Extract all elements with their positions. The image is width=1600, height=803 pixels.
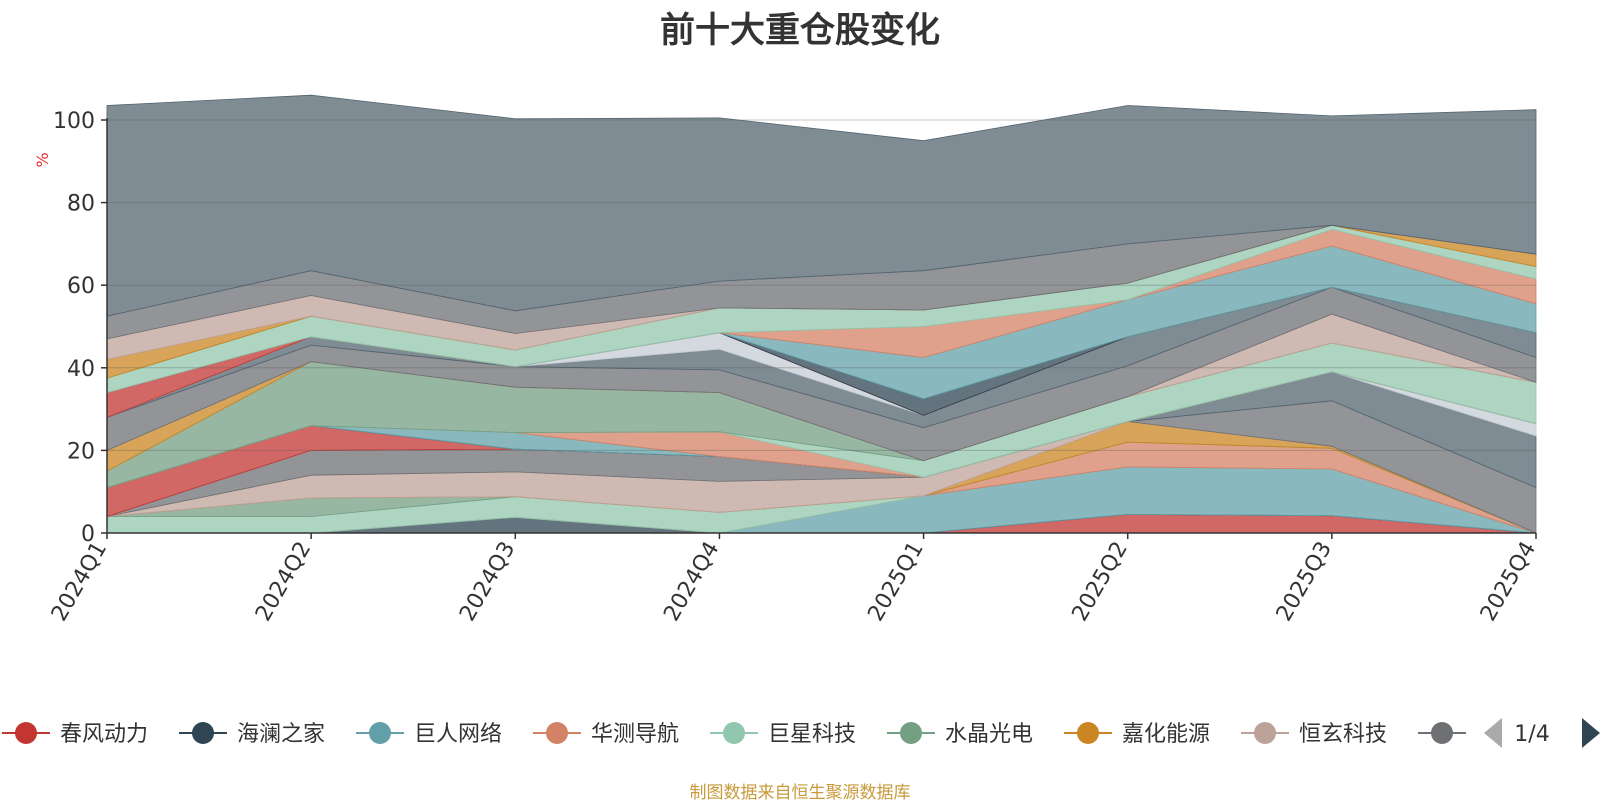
legend-label: 嘉化能源 (1122, 722, 1210, 747)
legend-item[interactable]: 华测导航 (533, 722, 679, 747)
legend-item[interactable]: 恒玄科技 (1241, 722, 1387, 747)
data-source-note: 制图数据来自恒生聚源数据库 (689, 783, 911, 803)
chart-title: 前十大重仓股变化 (659, 11, 940, 51)
legend-item[interactable] (1418, 722, 1466, 744)
legend-item[interactable]: 海澜之家 (179, 722, 325, 747)
legend-marker (192, 722, 214, 744)
grid-lines (107, 119, 1536, 451)
legend-label: 巨人网络 (414, 722, 502, 747)
x-tick-label: 2025Q3 (1272, 538, 1337, 626)
legend-label: 春风动力 (60, 722, 148, 747)
triangle-right-icon[interactable] (1582, 718, 1600, 748)
y-tick-label: 100 (53, 109, 95, 134)
legend-label: 海澜之家 (237, 722, 325, 747)
legend-items: 春风动力 海澜之家 巨人网络 华测导航 巨星科技 水晶光电 嘉化能源 恒玄科技 (2, 722, 1466, 747)
legend: 春风动力 海澜之家 巨人网络 华测导航 巨星科技 水晶光电 嘉化能源 恒玄科技 1/4 (2, 718, 1600, 748)
legend-marker (1254, 722, 1276, 744)
x-tick-label: 2024Q4 (659, 538, 724, 626)
legend-page-indicator: 1/4 (1514, 722, 1549, 747)
legend-marker (723, 722, 745, 744)
legend-marker (1077, 722, 1099, 744)
y-tick-label: 40 (67, 357, 95, 382)
legend-marker (900, 722, 922, 744)
legend-item[interactable]: 嘉化能源 (1064, 722, 1210, 747)
legend-item[interactable]: 水晶光电 (887, 722, 1033, 747)
legend-marker (15, 722, 37, 744)
triangle-left-icon[interactable] (1484, 718, 1502, 748)
legend-label: 恒玄科技 (1299, 722, 1387, 747)
x-tick-label: 2024Q1 (47, 538, 112, 626)
legend-label: 巨星科技 (768, 722, 856, 747)
x-tick-label: 2025Q2 (1068, 538, 1133, 626)
legend-marker (369, 722, 391, 744)
legend-marker (546, 722, 568, 744)
legend-marker (1431, 722, 1453, 744)
area-layers (106, 94, 1537, 534)
legend-item[interactable]: 巨星科技 (710, 722, 856, 747)
area-layer-22 (106, 94, 1537, 317)
legend-item[interactable]: 春风动力 (2, 722, 148, 747)
x-tick-label: 2024Q2 (251, 538, 316, 626)
legend-item[interactable]: 巨人网络 (356, 722, 502, 747)
x-tick-label: 2024Q3 (455, 538, 520, 626)
y-axis-unit: % (33, 152, 52, 167)
y-tick-label: 20 (67, 439, 95, 464)
legend-label: 水晶光电 (945, 722, 1033, 747)
y-tick-label: 60 (67, 274, 95, 299)
x-tick-label: 2025Q1 (863, 538, 928, 626)
legend-label: 华测导航 (591, 722, 679, 747)
y-tick-label: 0 (81, 522, 95, 547)
x-tick-label: 2025Q4 (1476, 538, 1541, 626)
y-tick-label: 80 (67, 192, 95, 217)
